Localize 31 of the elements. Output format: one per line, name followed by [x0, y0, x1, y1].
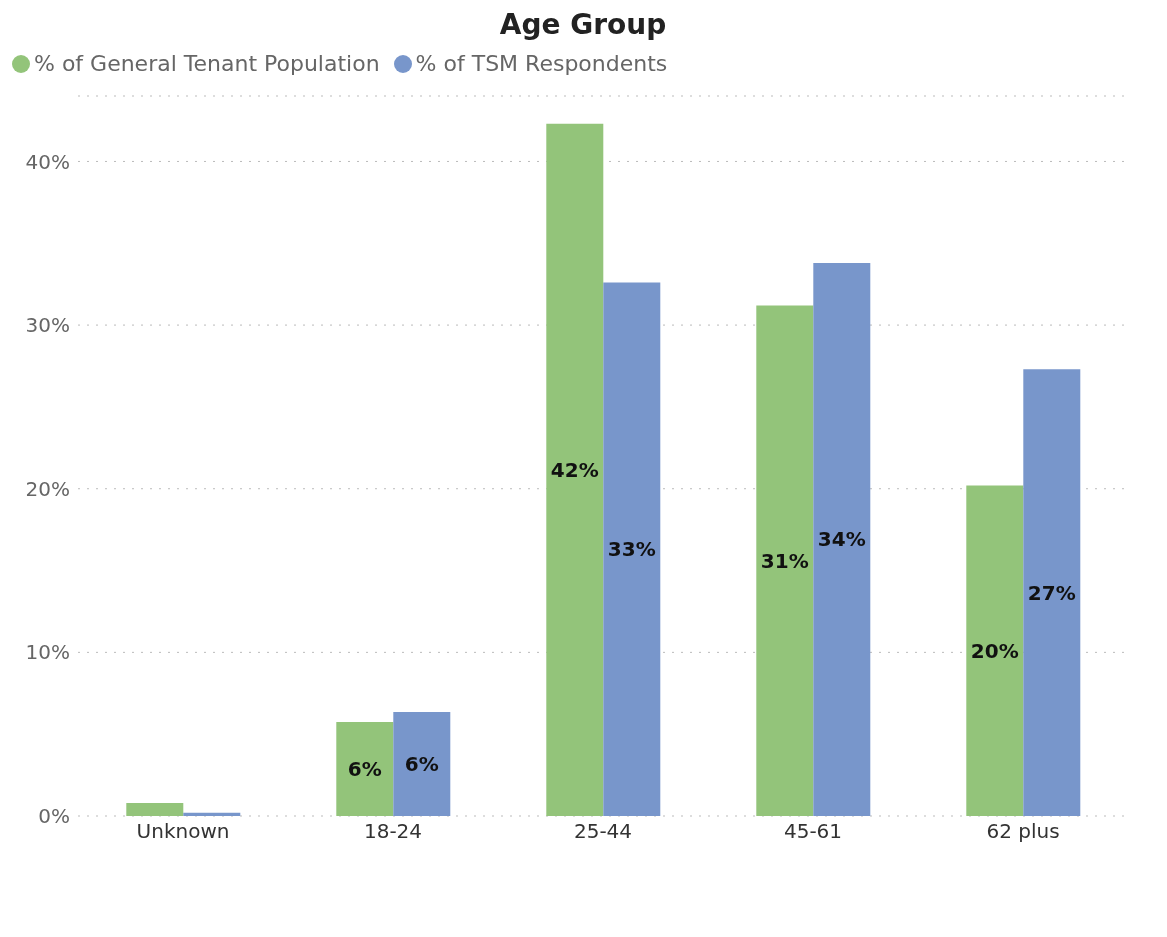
- bar: [813, 262, 871, 816]
- bar: [183, 812, 241, 816]
- legend-label: % of General Tenant Population: [34, 51, 380, 76]
- bar: [546, 123, 604, 816]
- bar: [603, 282, 661, 816]
- y-tick-label: 0%: [38, 804, 70, 829]
- data-label: 27%: [1027, 580, 1076, 605]
- data-label: 6%: [347, 756, 382, 781]
- legend-label: % of TSM Respondents: [415, 51, 668, 76]
- y-tick-label: 30%: [25, 313, 70, 338]
- data-label: 6%: [404, 752, 439, 777]
- data-label: 20%: [970, 638, 1019, 663]
- bar: [393, 712, 451, 816]
- y-tick-label: 20%: [25, 476, 70, 501]
- data-label: 33%: [607, 537, 656, 562]
- bar: [1023, 369, 1081, 816]
- x-tick-label: 18-24: [363, 819, 423, 844]
- data-label: 42%: [550, 457, 599, 482]
- x-tick-label: 25-44: [573, 819, 633, 844]
- y-tick-label: 40%: [25, 149, 70, 174]
- bar: [966, 485, 1024, 816]
- data-label: 31%: [760, 548, 809, 573]
- x-tick-label: 45-61: [783, 819, 843, 844]
- y-tick-label: 10%: [25, 640, 70, 665]
- x-tick-label: 62 plus: [986, 819, 1060, 844]
- bar: [126, 802, 184, 816]
- bar: [756, 305, 814, 816]
- chart-title: Age Group: [498, 8, 668, 41]
- bar: [336, 721, 394, 816]
- x-tick-label: Unknown: [136, 819, 230, 844]
- data-label: 34%: [817, 527, 866, 552]
